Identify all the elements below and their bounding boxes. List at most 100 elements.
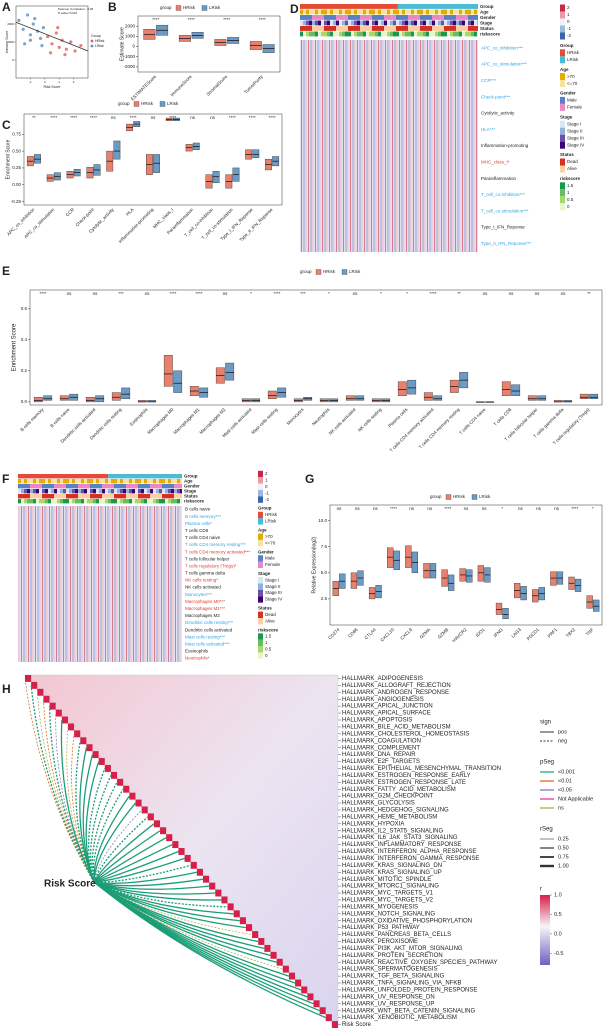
row-label: HALLMARK_MITOTIC_SPINDLE	[342, 877, 431, 883]
annotation-bar	[453, 31, 456, 37]
annotation-bar	[21, 479, 24, 484]
annotation-bar	[21, 494, 24, 499]
annotation-bar	[159, 499, 162, 504]
annotation-bar	[141, 499, 144, 504]
annotation-bar	[177, 484, 180, 489]
legend-title: Gender	[560, 91, 576, 96]
annotation-bar	[384, 31, 387, 37]
annotation-bar	[366, 26, 369, 31]
annotation-bar	[51, 484, 54, 489]
annotation-bar	[54, 499, 57, 504]
annotation-bar	[114, 489, 117, 494]
annotation-bar	[72, 499, 75, 504]
x-tick-label: TBX2	[565, 627, 577, 639]
legend-title: group	[300, 269, 312, 274]
x-tick-label: StromalScore	[205, 74, 228, 97]
legend-label: 1.5	[265, 634, 272, 639]
annotation-bar	[150, 499, 153, 504]
annotation-bar	[153, 479, 156, 484]
link	[93, 881, 326, 1019]
row-label: APC_co_stimulation***	[481, 62, 527, 67]
diagonal-cell	[166, 834, 173, 842]
annotation-bar	[99, 494, 102, 499]
annotation-bar	[441, 31, 444, 37]
row-label: HALLMARK_APICAL_JUNCTION	[342, 704, 433, 710]
annotation-bar	[27, 479, 30, 484]
annotation-bar	[375, 20, 378, 26]
annotation-label: Gender	[184, 484, 200, 489]
annotation-bar	[396, 15, 399, 20]
legend-label: 0.25	[558, 836, 569, 842]
diagonal-cell	[184, 854, 191, 862]
annotation-bar	[387, 9, 390, 15]
y-tick-label: 0.4	[21, 337, 28, 342]
point	[31, 22, 35, 26]
annotation-bar	[30, 484, 33, 489]
annotation-bar	[471, 9, 474, 15]
annotation-bar	[87, 479, 90, 484]
annotation-bar	[18, 489, 21, 494]
box	[355, 395, 365, 401]
x-tick-label: ImmuneScore	[169, 74, 193, 98]
annotation-bar	[318, 20, 321, 26]
annotation-bar	[471, 31, 474, 37]
annotation-bar	[339, 15, 342, 20]
annotation-label: Status	[184, 494, 198, 499]
annotation-bar	[447, 9, 450, 15]
legend-label: 1.5	[567, 183, 574, 188]
annotation-bar	[456, 20, 459, 26]
y-tick-label: -2000	[123, 64, 135, 69]
legend-title: Group	[560, 43, 574, 48]
row-label: T_cell_co-stimulation***	[481, 208, 529, 213]
legend-swatch	[560, 134, 565, 142]
annotation-bar	[174, 479, 177, 484]
y-tick-label: 2000	[125, 23, 136, 28]
annotation-bar	[33, 494, 36, 499]
annotation-bar	[93, 484, 96, 489]
annotation-bar	[369, 15, 372, 20]
legend-label: -1	[265, 490, 269, 495]
annotation-bar	[477, 15, 478, 20]
annotation-bar	[75, 479, 78, 484]
annotation-bar	[18, 479, 21, 484]
legend-label: >70	[567, 74, 575, 79]
legend-label: LRisk	[167, 101, 179, 106]
annotation-bar	[330, 20, 333, 26]
x-tick-label: CXCL10	[379, 627, 395, 643]
box	[113, 140, 121, 160]
legend-label: HRisk	[265, 512, 278, 517]
annotation-bar	[75, 499, 78, 504]
legend-title: group	[430, 494, 442, 499]
legend-label: 2	[567, 5, 570, 10]
legend-swatch	[258, 511, 263, 519]
annotation-bar	[462, 26, 465, 31]
annotation-bar	[384, 20, 387, 26]
legend-swatch	[560, 189, 565, 197]
annotation-bar	[168, 489, 171, 494]
annotation-bar	[126, 479, 129, 484]
annotation-bar	[468, 26, 471, 31]
legend-label: Male	[567, 98, 577, 103]
annotation-bar	[45, 489, 48, 494]
annotation-bar	[51, 489, 54, 494]
annotation-bar	[51, 494, 54, 499]
annotation-bar	[177, 479, 180, 484]
colorbar-label: -0.5	[554, 951, 563, 957]
annotation-bar	[423, 31, 426, 37]
box	[33, 397, 43, 403]
row-label: HALLMARK_NOTCH_SIGNALING	[342, 911, 435, 917]
row-label: HALLMARK_PI3K_AKT_MTOR_SIGNALING	[342, 946, 463, 952]
annotation-bar	[474, 15, 477, 20]
significance-label: ns	[535, 291, 541, 296]
annotation-bar	[411, 26, 414, 31]
x-tick-label: Monocytes	[286, 406, 305, 425]
annotation-bar	[363, 20, 366, 26]
annotation-bar	[360, 15, 363, 20]
annotation-bar	[420, 20, 423, 26]
diagonal-cell	[117, 778, 124, 786]
annotation-bar	[318, 26, 321, 31]
significance-label: ns	[518, 506, 524, 511]
annotation-bar	[30, 489, 33, 494]
annotation-bar	[351, 15, 354, 20]
annotation-bar	[54, 484, 57, 489]
